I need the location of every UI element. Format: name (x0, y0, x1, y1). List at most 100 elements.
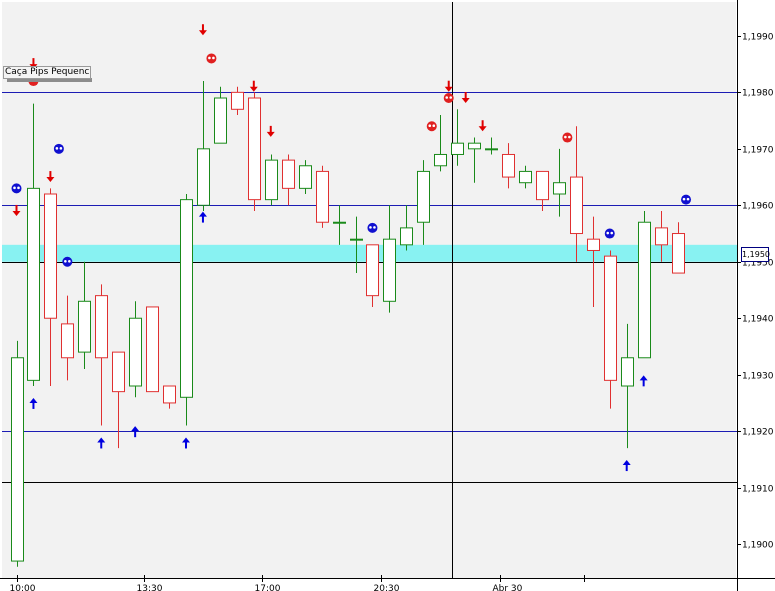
candle (366, 244, 379, 307)
candle-body (78, 300, 91, 353)
candle (282, 154, 295, 206)
candle (502, 143, 515, 189)
candle-body (604, 255, 617, 381)
y-tick: 1,1940 (737, 315, 774, 325)
candle-body (95, 295, 108, 359)
candle-body (214, 97, 227, 144)
candle-body (434, 153, 447, 167)
candle (78, 261, 91, 370)
candle-body (519, 170, 532, 184)
down-arrow (478, 120, 487, 132)
candle (197, 81, 210, 211)
down-arrow (266, 125, 275, 137)
candle (519, 165, 532, 189)
candle-body (672, 233, 685, 274)
down-arrow (198, 24, 207, 36)
candle-body (129, 317, 142, 387)
x-tick-label: 17:00 (255, 584, 281, 591)
x-tick-label: Abr 30 (493, 584, 523, 591)
candle (231, 86, 244, 115)
candle-body (383, 238, 396, 302)
signal-marker (11, 183, 22, 194)
candle-body (27, 187, 40, 381)
candle (61, 295, 74, 381)
candle-body (485, 148, 498, 151)
signal-marker (604, 228, 615, 239)
candle (214, 86, 227, 144)
candle-body (282, 159, 295, 189)
candle (553, 148, 566, 217)
candle-body (468, 142, 481, 150)
candle-body (366, 244, 379, 297)
candle (299, 160, 312, 194)
signal-marker (443, 93, 454, 103)
signal-marker (62, 256, 73, 267)
candle (11, 340, 24, 567)
candle (95, 284, 108, 426)
y-tick-label: 1,1930 (742, 372, 774, 382)
y-tick-label: 1,1990 (742, 33, 774, 43)
candle (383, 205, 396, 313)
y-tick-label: 1,1900 (742, 541, 774, 551)
y-tick: 1,1970 (737, 146, 774, 156)
y-tick: 1,1990 (737, 33, 774, 43)
candle (417, 160, 430, 245)
indicator-label: Caça Pips Pequenc (3, 66, 92, 79)
candle (621, 323, 634, 449)
candle-body (350, 238, 363, 241)
up-arrow (97, 437, 106, 449)
candle (400, 205, 413, 251)
candle (638, 210, 651, 359)
candle (587, 216, 600, 307)
candle-body (587, 238, 600, 251)
candle-body (265, 159, 278, 201)
up-arrow (182, 437, 190, 449)
current-price-tag: 1,1950 (741, 247, 770, 262)
candle-body (61, 323, 74, 359)
x-tick-label: 13:30 (137, 584, 163, 591)
signal-marker (367, 222, 378, 233)
down-arrow (46, 171, 55, 183)
candle-body (44, 193, 57, 319)
signal-marker (53, 143, 64, 154)
candle (451, 109, 464, 166)
candle-body (536, 170, 549, 201)
y-tick-label: 1,1950 (742, 259, 774, 269)
candle (163, 385, 176, 409)
candle-body (638, 221, 651, 359)
y-tick: 1,1900 (737, 541, 774, 551)
candle-body (316, 170, 329, 223)
y-tick: 1,1910 (737, 485, 774, 495)
price-axis: 1,1990 1,1980 1,1970 1,1960 1,1950 1,1940 1,19… (737, 33, 774, 551)
candle (44, 188, 57, 386)
up-arrow (198, 211, 207, 223)
candle (485, 137, 498, 155)
y-tick: 1,1980 (737, 89, 774, 99)
y-tick: 1,1920 (737, 428, 774, 438)
up-arrow (622, 460, 631, 472)
x-tick-label: 10:00 (10, 584, 36, 591)
candle (180, 194, 193, 426)
candle (112, 351, 125, 449)
candle-body (299, 165, 312, 189)
candle (604, 250, 617, 409)
y-tick-label: 1,1970 (742, 146, 774, 156)
candle (316, 165, 329, 228)
y-tick-label: 1,1960 (742, 202, 774, 212)
candle-body (163, 385, 176, 404)
candle (27, 103, 40, 386)
candle (265, 154, 278, 206)
signal-marker (681, 194, 692, 205)
candle-body (417, 170, 430, 223)
candle-body (231, 91, 244, 110)
candle-body (146, 306, 159, 393)
signal-marker (562, 132, 573, 143)
candle-body (180, 199, 193, 398)
y-tick-label: 1,1910 (742, 485, 774, 495)
down-arrow (249, 80, 258, 92)
candle-body (451, 142, 464, 155)
candle (536, 170, 549, 211)
candle (468, 137, 481, 183)
up-arrow (29, 397, 38, 409)
